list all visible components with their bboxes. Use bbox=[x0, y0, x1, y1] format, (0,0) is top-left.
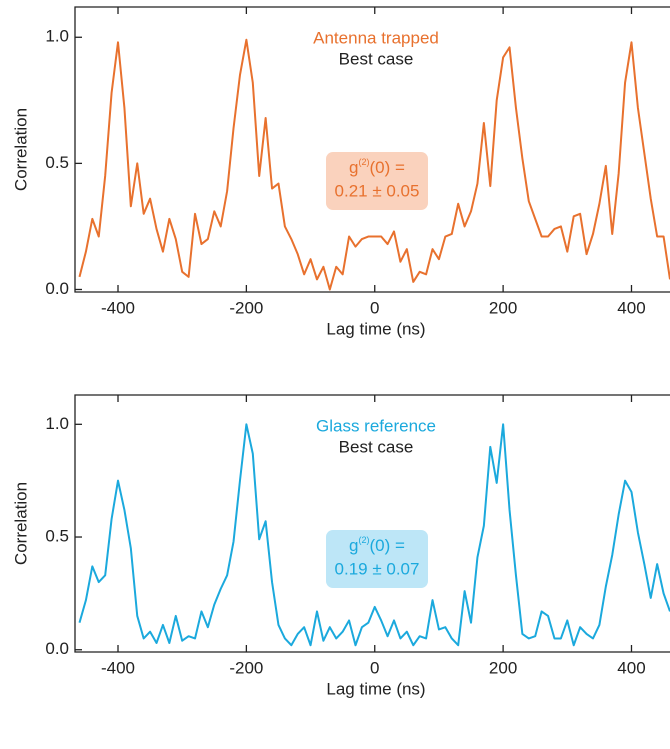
panel: -400 -200 0 200 400 0.0 0.5 1.0 Lag time (ns) Cor… bbox=[11, 6, 670, 338]
y-tick-label: 0.0 bbox=[45, 639, 69, 658]
x-axis-label: Lag time (ns) bbox=[326, 319, 425, 338]
x-axis-label: Lag time (ns) bbox=[326, 679, 425, 698]
g2-superscript: (2) bbox=[359, 157, 370, 167]
x-tick-label: -400 bbox=[101, 298, 135, 317]
g2-symbol: g bbox=[349, 158, 358, 177]
x-tick-label: 400 bbox=[617, 658, 645, 677]
x-tick-label: 200 bbox=[489, 658, 517, 677]
x-tick-label: -400 bbox=[101, 658, 135, 677]
axis-frame bbox=[74, 6, 670, 293]
y-tick-label: 0.0 bbox=[45, 279, 69, 298]
series-line bbox=[78, 38, 670, 291]
series-line bbox=[78, 423, 670, 647]
y-tick-label: 1.0 bbox=[45, 414, 69, 433]
g2-label: g(2)(0) = bbox=[349, 535, 405, 555]
x-tick-label: 200 bbox=[489, 298, 517, 317]
g2-argument: (0) = bbox=[370, 536, 406, 555]
y-tick-label: 0.5 bbox=[45, 527, 69, 546]
axis-frame bbox=[74, 394, 670, 653]
x-tick-label: 0 bbox=[370, 658, 379, 677]
legend-label: Glass reference bbox=[316, 416, 436, 435]
x-tick-label: -200 bbox=[229, 298, 263, 317]
subtitle: Best case bbox=[339, 49, 414, 68]
y-axis-label: Correlation bbox=[11, 482, 30, 565]
legend-label: Antenna trapped bbox=[313, 28, 439, 47]
g2-superscript: (2) bbox=[359, 535, 370, 545]
g2-label: g(2)(0) = bbox=[349, 157, 405, 177]
annotation-box bbox=[326, 530, 428, 588]
x-tick-label: 0 bbox=[370, 298, 379, 317]
g2-symbol: g bbox=[349, 536, 358, 555]
y-tick-label: 1.0 bbox=[45, 27, 69, 46]
x-tick-label: 400 bbox=[617, 298, 645, 317]
annotation-box bbox=[326, 152, 428, 210]
g2-argument: (0) = bbox=[370, 158, 406, 177]
x-tick-label: -200 bbox=[229, 658, 263, 677]
subtitle: Best case bbox=[339, 437, 414, 456]
g2-value: 0.19 ± 0.07 bbox=[335, 559, 420, 578]
panel: -400 -200 0 200 400 0.0 0.5 1.0 Lag time (ns) Cor… bbox=[11, 394, 670, 698]
g2-value: 0.21 ± 0.05 bbox=[335, 181, 420, 200]
y-tick-label: 0.5 bbox=[45, 153, 69, 172]
y-axis-label: Correlation bbox=[11, 108, 30, 191]
